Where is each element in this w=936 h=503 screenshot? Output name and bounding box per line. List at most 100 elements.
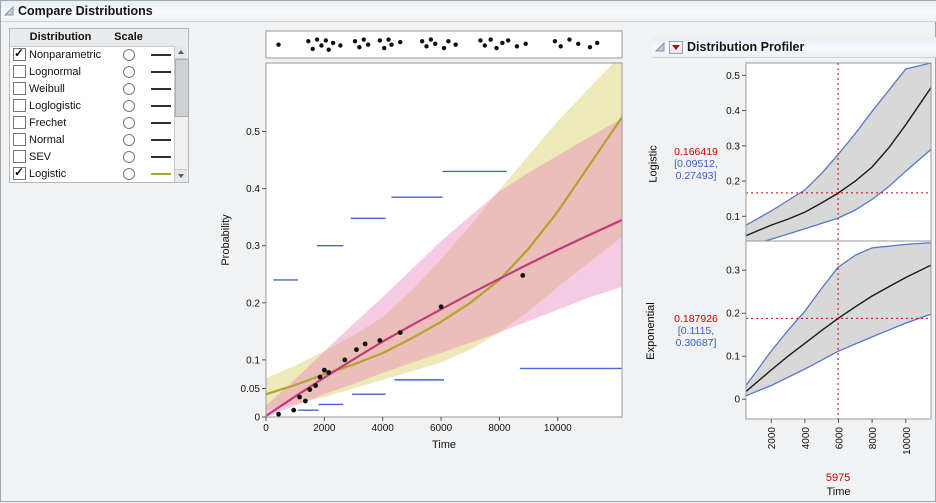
disclosure-triangle-icon[interactable] [655, 42, 665, 52]
event-point [326, 47, 331, 52]
x-tick-label: 10000 [902, 427, 913, 455]
event-point [386, 37, 391, 42]
event-point [365, 42, 371, 47]
event-point [567, 37, 572, 42]
show-distribution-checkbox-frechet[interactable] [13, 116, 26, 129]
event-point [381, 45, 387, 51]
event-point [587, 45, 593, 50]
data-point [302, 398, 308, 404]
y-tick-label: 0.5 [246, 127, 260, 138]
show-distribution-checkbox-nonparametric[interactable] [13, 46, 26, 61]
distribution-scale-table: Distribution Scale Nonparametric Lognorma… [9, 28, 189, 183]
y-tick-label: 0.4 [726, 106, 740, 117]
event-point [505, 38, 511, 43]
red-triangle-menu-button[interactable] [669, 40, 683, 54]
event-point [500, 40, 505, 46]
data-point [397, 330, 403, 335]
column-header-distribution: Distribution [29, 31, 92, 43]
distribution-row-loglogistic: Loglogistic [10, 97, 175, 114]
y-tick-label: 0.2 [726, 177, 740, 188]
distribution-row-logistic: Logistic [10, 165, 175, 182]
distribution-profiler-header[interactable]: Distribution Profiler [652, 37, 936, 58]
line-style-swatch [150, 121, 171, 124]
confidence-interval-line: [0.09512, [674, 158, 718, 170]
event-point [453, 42, 458, 47]
data-point [313, 383, 319, 388]
distribution-label: Frechet [29, 116, 67, 129]
event-point [523, 41, 528, 46]
event-point [276, 42, 281, 47]
confidence-interval-line: 0.30687] [675, 337, 717, 349]
y-axis-label: Probability [220, 214, 232, 266]
disclosure-triangle-icon[interactable] [4, 6, 14, 16]
scale-radio-sev[interactable] [123, 150, 136, 163]
event-point [428, 37, 434, 42]
show-distribution-checkbox-loglogistic[interactable] [13, 99, 26, 112]
profiler-ylabel-exponential: Exponential [644, 302, 657, 360]
event-point [441, 45, 447, 51]
event-point [338, 43, 343, 48]
show-distribution-checkbox-lognormal[interactable] [13, 65, 26, 78]
x-tick-label: 8000 [868, 427, 879, 450]
y-tick-label: 0 [254, 413, 260, 424]
predicted-value: 0.187926 [674, 313, 718, 325]
distribution-row-frechet: Frechet [10, 114, 175, 131]
table-header-row: Distribution Scale [10, 29, 188, 47]
data-point [326, 370, 332, 375]
x-tick-label: 8000 [488, 423, 511, 434]
event-point [377, 38, 383, 43]
scale-radio-loglogistic[interactable] [123, 99, 136, 112]
event-point [323, 38, 329, 43]
column-header-scale: Scale [114, 31, 143, 43]
profiler-current-x-value[interactable]: 5975 [826, 472, 850, 484]
scale-radio-logistic[interactable] [123, 167, 136, 180]
distribution-row-lognormal: Lognormal [10, 63, 175, 80]
show-distribution-checkbox-logistic[interactable] [13, 165, 26, 180]
line-style-swatch [150, 104, 171, 107]
scale-radio-weibull[interactable] [123, 82, 136, 95]
event-point [357, 45, 362, 50]
distribution-label: Loglogistic [29, 99, 81, 112]
line-style-swatch [150, 53, 171, 56]
show-distribution-checkbox-weibull[interactable] [13, 82, 26, 95]
event-point [558, 44, 563, 49]
data-point [438, 304, 444, 310]
y-tick-label: 0.1 [246, 355, 260, 366]
y-tick-label: 0.1 [726, 212, 740, 223]
line-style-swatch [150, 155, 171, 158]
distribution-row-sev: SEV [10, 148, 175, 165]
x-tick-label: 10000 [544, 423, 572, 434]
compare-distributions-title: Compare Distributions [18, 4, 153, 18]
x-tick-label: 4000 [801, 427, 812, 450]
red-triangle-icon [672, 44, 680, 50]
distribution-label: Lognormal [29, 65, 81, 78]
data-point [291, 407, 297, 413]
upper-bound-line [746, 242, 931, 386]
table-scrollbar[interactable] [174, 46, 189, 182]
scale-radio-frechet[interactable] [123, 116, 136, 129]
y-tick-label: 0.1 [726, 352, 740, 363]
scale-radio-normal[interactable] [123, 133, 136, 146]
scrollbar-up-arrow-icon[interactable] [175, 46, 187, 59]
data-point [362, 341, 368, 347]
show-distribution-checkbox-sev[interactable] [13, 150, 26, 163]
scrollbar-down-arrow-icon[interactable] [175, 169, 187, 182]
y-tick-label: 0.5 [726, 71, 740, 82]
line-style-swatch [150, 70, 171, 73]
scrollbar-thumb[interactable] [175, 59, 189, 117]
event-point [488, 37, 493, 42]
event-point [446, 39, 451, 44]
data-point [377, 338, 383, 343]
compare-distributions-header[interactable]: Compare Distributions [1, 1, 936, 22]
scale-radio-lognormal[interactable] [123, 65, 136, 78]
scale-radio-nonparametric[interactable] [123, 48, 136, 61]
data-point [307, 387, 313, 392]
y-tick-label: 0.2 [726, 309, 740, 320]
show-distribution-checkbox-normal[interactable] [13, 133, 26, 146]
distribution-label: Weibull [29, 82, 65, 95]
data-point [520, 273, 526, 278]
data-point [276, 411, 281, 417]
x-tick-label: 4000 [372, 423, 395, 434]
confidence-band [746, 63, 931, 241]
